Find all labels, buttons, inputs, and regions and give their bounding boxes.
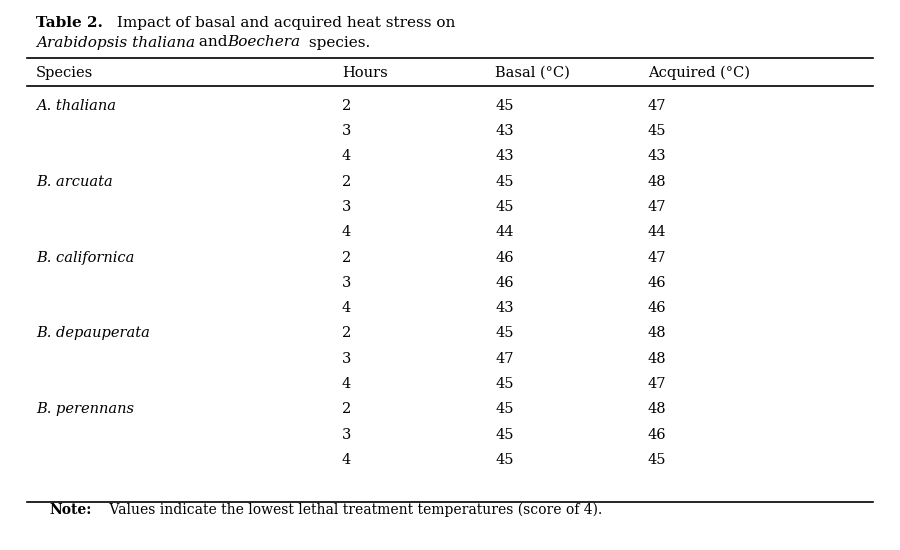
Text: Acquired (°C): Acquired (°C) (648, 65, 750, 80)
Text: A. thaliana: A. thaliana (36, 99, 116, 113)
Text: Arabidopsis thaliana: Arabidopsis thaliana (36, 36, 195, 50)
Text: 47: 47 (648, 200, 667, 214)
Text: Boechera: Boechera (228, 36, 301, 50)
Text: 2: 2 (342, 99, 351, 113)
Text: 46: 46 (648, 301, 667, 315)
Text: B. depauperata: B. depauperata (36, 327, 150, 340)
Text: and: and (194, 36, 232, 50)
Text: 45: 45 (495, 453, 514, 467)
Text: Table 2.: Table 2. (36, 16, 103, 30)
Text: 2: 2 (342, 327, 351, 340)
Text: Impact of basal and acquired heat stress on: Impact of basal and acquired heat stress… (112, 16, 456, 30)
Text: 46: 46 (495, 276, 514, 290)
Text: 3: 3 (342, 200, 351, 214)
Text: 45: 45 (495, 99, 514, 113)
Text: 2: 2 (342, 175, 351, 189)
Text: 45: 45 (648, 124, 667, 138)
Text: 48: 48 (648, 327, 667, 340)
Text: 43: 43 (495, 124, 514, 138)
Text: Basal (°C): Basal (°C) (495, 66, 570, 80)
Text: Values indicate the lowest lethal treatment temperatures (score of 4).: Values indicate the lowest lethal treatm… (105, 503, 603, 517)
Text: 43: 43 (648, 150, 667, 163)
Text: Species: Species (36, 66, 94, 80)
Text: 4: 4 (342, 150, 351, 163)
Text: 3: 3 (342, 276, 351, 290)
Text: 4: 4 (342, 377, 351, 391)
Text: 4: 4 (342, 226, 351, 239)
Text: 45: 45 (495, 327, 514, 340)
Text: 43: 43 (495, 150, 514, 163)
Text: 45: 45 (495, 200, 514, 214)
Text: 45: 45 (495, 428, 514, 442)
Text: 45: 45 (495, 403, 514, 416)
Text: 46: 46 (648, 428, 667, 442)
Text: 45: 45 (495, 175, 514, 189)
Text: B. perennans: B. perennans (36, 403, 134, 416)
Text: 44: 44 (495, 226, 514, 239)
Text: 47: 47 (648, 251, 667, 265)
Text: 48: 48 (648, 175, 667, 189)
Text: species.: species. (304, 36, 371, 50)
Text: 44: 44 (648, 226, 667, 239)
Text: 3: 3 (342, 352, 351, 366)
Text: 45: 45 (495, 377, 514, 391)
Text: 48: 48 (648, 403, 667, 416)
Text: 4: 4 (342, 301, 351, 315)
Text: Hours: Hours (342, 66, 388, 80)
Text: B. arcuata: B. arcuata (36, 175, 112, 189)
Text: 47: 47 (648, 377, 667, 391)
Text: 2: 2 (342, 403, 351, 416)
Text: B. californica: B. californica (36, 251, 134, 265)
Text: 2: 2 (342, 251, 351, 265)
Text: 45: 45 (648, 453, 667, 467)
Text: 3: 3 (342, 428, 351, 442)
Text: 46: 46 (648, 276, 667, 290)
Text: 4: 4 (342, 453, 351, 467)
Text: Note:: Note: (50, 503, 92, 517)
Text: 48: 48 (648, 352, 667, 366)
Text: 47: 47 (495, 352, 514, 366)
Text: 43: 43 (495, 301, 514, 315)
Text: 46: 46 (495, 251, 514, 265)
Text: 47: 47 (648, 99, 667, 113)
Text: 3: 3 (342, 124, 351, 138)
